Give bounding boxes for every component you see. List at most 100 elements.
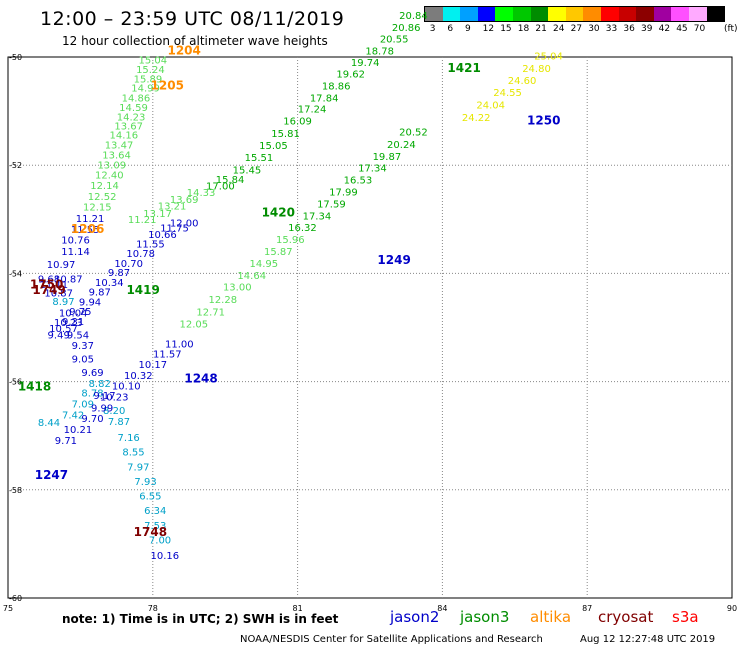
- color-scale-cell: [460, 7, 478, 21]
- wave-height-value: 17.34: [358, 164, 387, 175]
- wave-height-value: 14.64: [237, 271, 266, 282]
- wave-height-value: 14.95: [249, 259, 278, 270]
- color-scale-label: 12: [482, 24, 495, 34]
- wave-height-value: 15.24: [136, 65, 165, 76]
- legend-s3a: s3a: [672, 608, 699, 626]
- track-time-label: 1419: [126, 283, 159, 297]
- wave-height-value: 17.59: [317, 199, 346, 210]
- footer-note: note: 1) Time is in UTC; 2) SWH is in fe…: [62, 612, 339, 626]
- wave-height-value: 13.67: [114, 121, 143, 132]
- track-time-label: 1247: [35, 468, 68, 482]
- wave-height-value: 11.11: [40, 280, 69, 291]
- generation-timestamp: Aug 12 12:27:48 UTC 2019: [580, 634, 716, 645]
- legend-jason2: jason2: [390, 608, 440, 626]
- wave-height-value: 11.21: [76, 214, 105, 225]
- color-scale-cell: [530, 7, 549, 21]
- wave-height-value: 24.80: [522, 64, 551, 75]
- track-time-label: 1204: [167, 43, 200, 57]
- wave-height-value: 7.42: [62, 410, 84, 421]
- wave-height-value: 8.20: [103, 406, 125, 417]
- wave-height-value: 20.24: [387, 140, 416, 151]
- track-time-label: 1748: [134, 525, 167, 539]
- x-tick-label: 78: [148, 604, 158, 613]
- wave-height-value: 11.21: [128, 215, 157, 226]
- wave-height-value: 8.82: [89, 379, 111, 390]
- color-scale-cell: [442, 7, 461, 21]
- wave-height-value: 12.40: [95, 171, 124, 182]
- wave-height-value: 14.99: [131, 84, 160, 95]
- wave-height-value: 18.78: [365, 46, 394, 57]
- wave-height-value: 6.55: [139, 492, 161, 503]
- wave-height-value: 16.53: [344, 176, 373, 187]
- wave-height-value: 9.31: [62, 317, 84, 328]
- wave-height-value: 24.22: [462, 113, 491, 124]
- track-time-label: 1205: [151, 78, 184, 92]
- wave-height-value: 10.34: [95, 278, 124, 289]
- track-time-label: 1749: [32, 283, 65, 297]
- color-scale-cell: [688, 7, 707, 21]
- wave-height-value: 15.84: [216, 175, 245, 186]
- color-scale-cell: [548, 7, 566, 21]
- wave-height-value: 9.70: [81, 414, 103, 425]
- wave-height-value: 12.52: [88, 192, 117, 203]
- x-tick-label: 81: [293, 604, 303, 613]
- color-scale-cell: [636, 7, 654, 21]
- wave-height-value: 11.75: [160, 224, 189, 235]
- wave-height-value: 8.55: [122, 448, 144, 459]
- wave-height-value: 12.28: [208, 295, 237, 306]
- color-scale-cell: [477, 7, 496, 21]
- wave-height-value: 13.21: [158, 202, 187, 213]
- wave-height-value: 15.89: [134, 74, 163, 85]
- wave-height-value: 14.23: [117, 112, 146, 123]
- wave-height-value: 18.86: [322, 81, 351, 92]
- wave-height-value: 12.00: [170, 218, 199, 229]
- wave-height-value: 17.34: [303, 211, 332, 222]
- wave-height-value: 7.97: [127, 462, 149, 473]
- wave-height-value: 9.94: [79, 297, 101, 308]
- color-scale-label: 36: [623, 24, 635, 34]
- wave-height-value: 7.93: [134, 477, 156, 488]
- wave-height-value: 14.16: [110, 131, 139, 142]
- wave-height-value: 9.68: [38, 275, 60, 286]
- track-time-label: 1418: [18, 379, 51, 393]
- track-time-label: 1249: [377, 253, 410, 267]
- legend-cryosat: cryosat: [598, 608, 654, 626]
- color-scale-cell: [512, 7, 531, 21]
- wave-height-value: 15.81: [271, 129, 300, 140]
- color-scale-labels: 3 6 9 12 15 18 21 24 27 30 33 36 39 42 45 70: [424, 24, 740, 38]
- wave-height-value: 16.09: [283, 117, 312, 128]
- wave-height-value: 7.87: [108, 417, 130, 428]
- wave-height-value: 11.00: [165, 340, 194, 351]
- wave-height-value: 7.09: [72, 400, 94, 411]
- track-time-label: 1248: [184, 372, 217, 386]
- wave-height-value: 25.04: [534, 52, 563, 63]
- wave-height-value: 9.49: [48, 330, 70, 341]
- wave-height-value: 9.54: [67, 330, 89, 341]
- wave-height-value: 8.78: [81, 389, 103, 400]
- wave-height-value: 7.53: [144, 521, 166, 532]
- wave-height-value: 12.15: [83, 203, 112, 214]
- track-time-label: 1421: [447, 61, 480, 75]
- map-subtitle: 12 hour collection of altimeter wave hei…: [62, 34, 328, 48]
- wave-height-value: 8.44: [38, 418, 60, 429]
- map-frame: [7, 56, 733, 599]
- y-tick-label: -50: [9, 53, 22, 62]
- color-scale-label: 6: [447, 24, 454, 34]
- wave-height-value: 20.55: [380, 34, 409, 45]
- color-scale-cell: [495, 7, 513, 21]
- wave-height-value: 10.57: [49, 324, 78, 335]
- color-scale-label: 27: [570, 24, 583, 34]
- wave-height-value: 13.69: [170, 195, 199, 206]
- wave-height-value: 10.16: [151, 551, 180, 562]
- color-scale-cell: [583, 7, 601, 21]
- y-tick-label: -56: [9, 378, 22, 387]
- wave-height-value: 13.17: [143, 209, 172, 220]
- legend-jason3: jason3: [460, 608, 510, 626]
- wave-height-value: 9.75: [69, 307, 91, 318]
- color-scale-label: 21: [535, 24, 547, 34]
- track-time-label: 1206: [71, 222, 104, 236]
- wave-height-value: 13.64: [102, 151, 131, 162]
- wave-height-value: 9.37: [72, 341, 94, 352]
- wave-height-value: 10.66: [148, 230, 177, 241]
